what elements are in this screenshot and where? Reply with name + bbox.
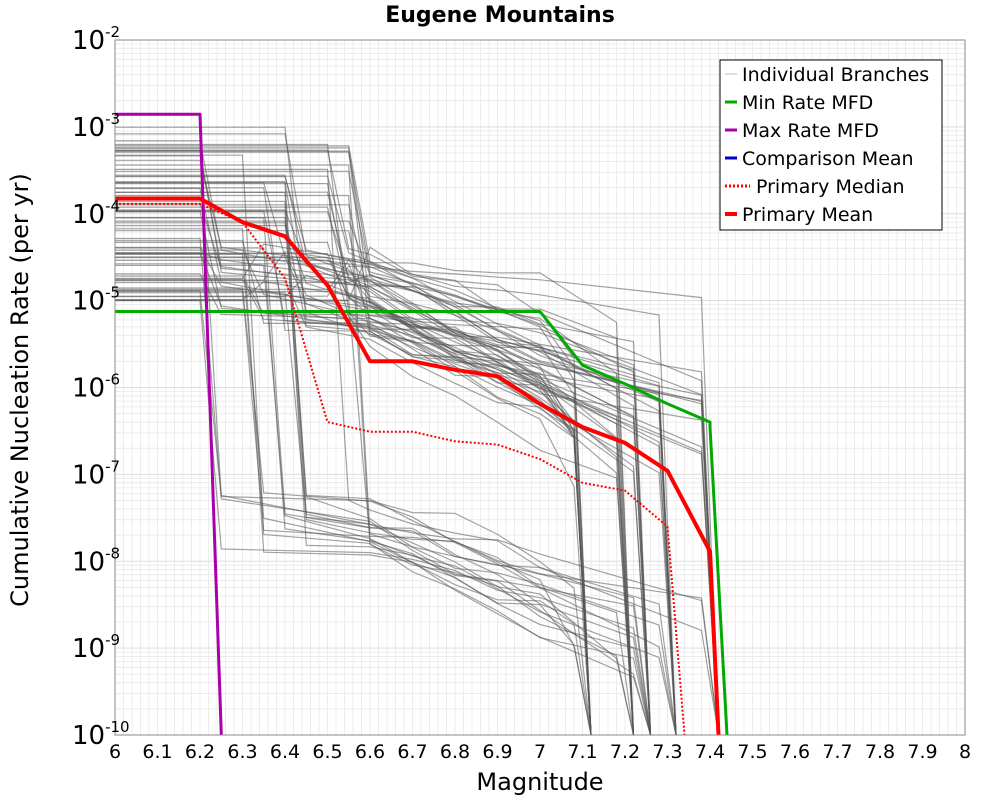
branch-line xyxy=(115,210,677,736)
x-tick-label: 7.3 xyxy=(652,741,682,763)
branch-line xyxy=(115,191,592,736)
x-tick-label: 6 xyxy=(109,741,121,763)
legend-label: Min Rate MFD xyxy=(742,92,873,114)
series-line-primary-mean xyxy=(115,196,721,736)
x-tick-label: 7.9 xyxy=(907,741,937,763)
y-tick-label: 10-7 xyxy=(72,457,120,490)
x-tick-label: 7.1 xyxy=(567,741,597,763)
legend-box xyxy=(719,59,943,231)
branch-line xyxy=(115,209,635,736)
branch-line xyxy=(115,243,652,736)
x-tick-label: 7.6 xyxy=(780,741,810,763)
y-axis-label: Cumulative Nucleation Rate (per yr) xyxy=(6,173,34,607)
y-tick-label: 10-6 xyxy=(72,371,120,404)
branch-line xyxy=(115,211,720,736)
y-tick-label: 10-9 xyxy=(72,631,120,664)
legend-label: Primary Mean xyxy=(742,204,873,226)
x-tick-label: 6.4 xyxy=(270,741,300,763)
branch-line xyxy=(115,175,592,736)
branch-line xyxy=(115,145,635,736)
x-tick-label: 7.8 xyxy=(865,741,895,763)
branch-line xyxy=(115,147,720,736)
branch-line xyxy=(115,281,592,736)
branch-line xyxy=(115,265,720,736)
y-tick-label: 10-3 xyxy=(72,110,120,143)
y-tick-label: 10-8 xyxy=(72,544,120,577)
branch-line xyxy=(115,280,635,736)
individual-branches xyxy=(115,126,720,736)
branch-line xyxy=(115,149,720,736)
branch-line xyxy=(115,191,720,736)
y-tick-label: 10-4 xyxy=(72,197,120,230)
branch-line xyxy=(115,176,592,736)
branch-line xyxy=(115,143,652,736)
grid xyxy=(114,40,965,736)
branch-line xyxy=(115,133,652,736)
series-line-max-rate-mfd xyxy=(115,112,223,736)
x-tick-label: 6.7 xyxy=(397,741,427,763)
x-tick-label: 7.5 xyxy=(737,741,767,763)
x-tick-label: 6.1 xyxy=(142,741,172,763)
branch-line xyxy=(115,300,677,736)
branch-line xyxy=(115,187,635,736)
legend-label: Individual Branches xyxy=(742,64,929,86)
y-axis-ticks: 10-2 10-3 10-4 10-5 10-6 10-7 10-8 10-9 10-10 xyxy=(72,23,130,751)
x-tick-label: 6.6 xyxy=(355,741,385,763)
y-tick-label: 10-2 xyxy=(72,23,120,56)
y-tick-label: 10-5 xyxy=(72,284,120,317)
series-line-min-rate-mfd xyxy=(115,310,729,736)
branch-line xyxy=(115,249,592,736)
x-tick-label: 7.2 xyxy=(610,741,640,763)
series-line-primary-median xyxy=(115,202,686,736)
branch-line xyxy=(115,164,677,736)
chart-title: Eugene Mountains xyxy=(385,3,615,28)
x-axis-label: Magnitude xyxy=(476,768,603,796)
x-tick-label: 7.4 xyxy=(695,741,725,763)
branch-line xyxy=(115,200,652,736)
branch-line xyxy=(115,289,635,736)
y-tick-label: 10-10 xyxy=(72,718,130,751)
branch-line xyxy=(115,259,635,736)
x-tick-label: 7 xyxy=(534,741,546,763)
branch-line xyxy=(115,147,592,736)
branch-line xyxy=(115,217,652,736)
x-axis-ticks: 6 6.1 6.2 6.3 6.4 6.5 6.6 6.7 6.8 6.9 7 7.1 7.2 7.3 7.… xyxy=(109,741,971,763)
legend: Individual Branches Min Rate MFD Max Rate … xyxy=(719,59,943,231)
legend-label: Comparison Mean xyxy=(742,148,914,170)
branch-line xyxy=(115,126,720,736)
x-tick-label: 6.9 xyxy=(482,741,512,763)
branch-line xyxy=(115,278,592,736)
branch-line xyxy=(115,168,720,736)
branch-line xyxy=(115,202,635,736)
branch-line xyxy=(115,252,677,736)
branch-line xyxy=(115,287,652,736)
branch-line xyxy=(115,246,677,736)
x-tick-label: 6.2 xyxy=(185,741,215,763)
branch-line xyxy=(115,252,677,736)
x-tick-label: 7.7 xyxy=(822,741,852,763)
plot-frame xyxy=(114,39,966,736)
series-group xyxy=(115,112,729,736)
branch-line xyxy=(115,222,592,736)
x-tick-label: 6.5 xyxy=(312,741,342,763)
legend-label: Primary Median xyxy=(756,176,905,198)
branch-line xyxy=(115,292,635,736)
x-tick-label: 6.8 xyxy=(440,741,470,763)
legend-label: Max Rate MFD xyxy=(742,120,879,142)
x-tick-label: 6.3 xyxy=(227,741,257,763)
x-tick-label: 8 xyxy=(959,741,971,763)
